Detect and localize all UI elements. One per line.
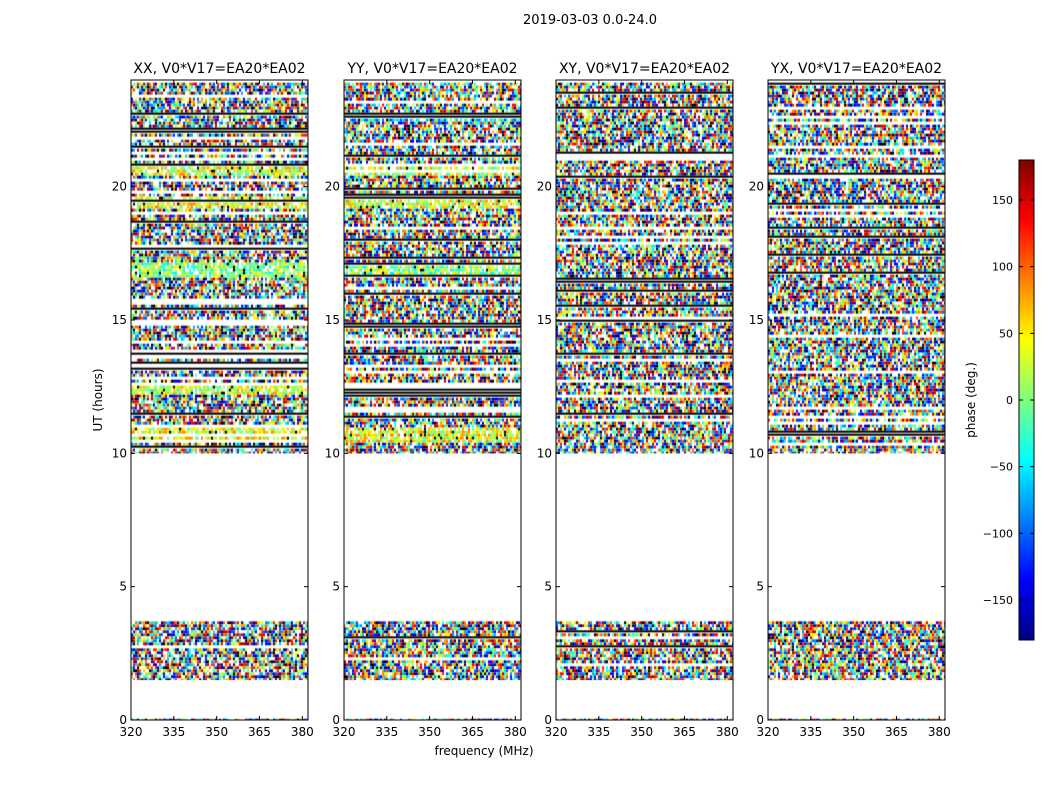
phase-image-xx (131, 80, 308, 720)
y-tick-label: 15 (749, 313, 764, 327)
colorbar-tick-label: 0 (1006, 394, 1013, 407)
x-tick-label: 350 (842, 725, 865, 739)
y-tick-label: 20 (749, 180, 764, 194)
colorbar-tick-label: 100 (992, 261, 1013, 274)
colorbar-tick-label: 150 (992, 194, 1013, 207)
y-tick-label: 10 (112, 446, 127, 460)
y-tick-label: 5 (119, 580, 127, 594)
y-tick-label: 5 (756, 580, 764, 594)
x-tick-label: 320 (333, 725, 356, 739)
x-tick-label: 320 (757, 725, 780, 739)
y-tick-label: 20 (537, 180, 552, 194)
x-tick-label: 380 (291, 725, 314, 739)
y-tick-label: 15 (112, 313, 127, 327)
y-tick-label: 15 (537, 313, 552, 327)
x-tick-label: 335 (799, 725, 822, 739)
panel-yy: YY, V0*V17=EA20*EA02 320 335 350 365 380 0 5 10 1… (325, 61, 527, 739)
phase-image-yx (768, 80, 945, 720)
y-tick-label: 15 (325, 313, 340, 327)
panel-frame (343, 79, 522, 721)
y-tick-label: 10 (749, 446, 764, 460)
y-tick-label: 20 (325, 180, 340, 194)
y-tick-label: 0 (544, 713, 552, 727)
x-tick-label: 365 (248, 725, 271, 739)
x-tick-label: 335 (162, 725, 185, 739)
x-tick-label: 335 (375, 725, 398, 739)
x-tick-label: 380 (716, 725, 739, 739)
panel-title: YY, V0*V17=EA20*EA02 (346, 61, 517, 77)
panel-title: XY, V0*V17=EA20*EA02 (559, 61, 730, 77)
y-tick-label: 5 (544, 580, 552, 594)
y-tick-label: 0 (756, 713, 764, 727)
phase-image-yy (344, 80, 521, 720)
phase-image-xy (556, 80, 733, 720)
colorbar-tick-label: −100 (983, 527, 1013, 540)
panel-frame (767, 79, 946, 721)
panel-frame (555, 79, 734, 721)
colorbar: −150 −100 −50 0 50 100 150 phase (deg.) (964, 159, 1035, 641)
y-axis-label: UT (hours) (91, 368, 105, 431)
x-tick-label: 350 (205, 725, 228, 739)
x-tick-label: 365 (461, 725, 484, 739)
panels-group: XX, V0*V17=EA20*EA02 320 335 350 365 380 0 5 10 1… (112, 61, 951, 739)
colorbar-label: phase (deg.) (964, 362, 978, 438)
x-axis-label: frequency (MHz) (434, 744, 533, 758)
x-tick-label: 380 (928, 725, 951, 739)
x-tick-label: 320 (120, 725, 143, 739)
panel-frame (130, 79, 309, 721)
colorbar-tick-label: −50 (990, 461, 1013, 474)
y-tick-label: 5 (332, 580, 340, 594)
y-tick-label: 20 (112, 180, 127, 194)
x-tick-label: 365 (673, 725, 696, 739)
y-tick-label: 10 (537, 446, 552, 460)
colorbar-tick-label: 50 (999, 327, 1013, 340)
y-tick-label: 0 (119, 713, 127, 727)
x-tick-label: 350 (630, 725, 653, 739)
panel-title: XX, V0*V17=EA20*EA02 (133, 61, 305, 77)
y-tick-label: 0 (332, 713, 340, 727)
colorbar-tick-label: −150 (983, 594, 1013, 607)
panel-xx: XX, V0*V17=EA20*EA02 320 335 350 365 380 0 5 10 1… (112, 61, 314, 739)
x-tick-label: 320 (545, 725, 568, 739)
x-tick-label: 350 (418, 725, 441, 739)
x-tick-label: 365 (885, 725, 908, 739)
figure-suptitle: 2019-03-03 0.0-24.0 (523, 13, 657, 28)
panel-xy: XY, V0*V17=EA20*EA02 320 335 350 365 380 0 5 10 1… (537, 61, 739, 739)
x-tick-label: 335 (587, 725, 610, 739)
panel-title: YX, V0*V17=EA20*EA02 (770, 61, 942, 77)
y-tick-label: 10 (325, 446, 340, 460)
x-tick-label: 380 (504, 725, 527, 739)
panel-yx: YX, V0*V17=EA20*EA02 320 335 350 365 380 0 5 10 1… (749, 61, 951, 739)
